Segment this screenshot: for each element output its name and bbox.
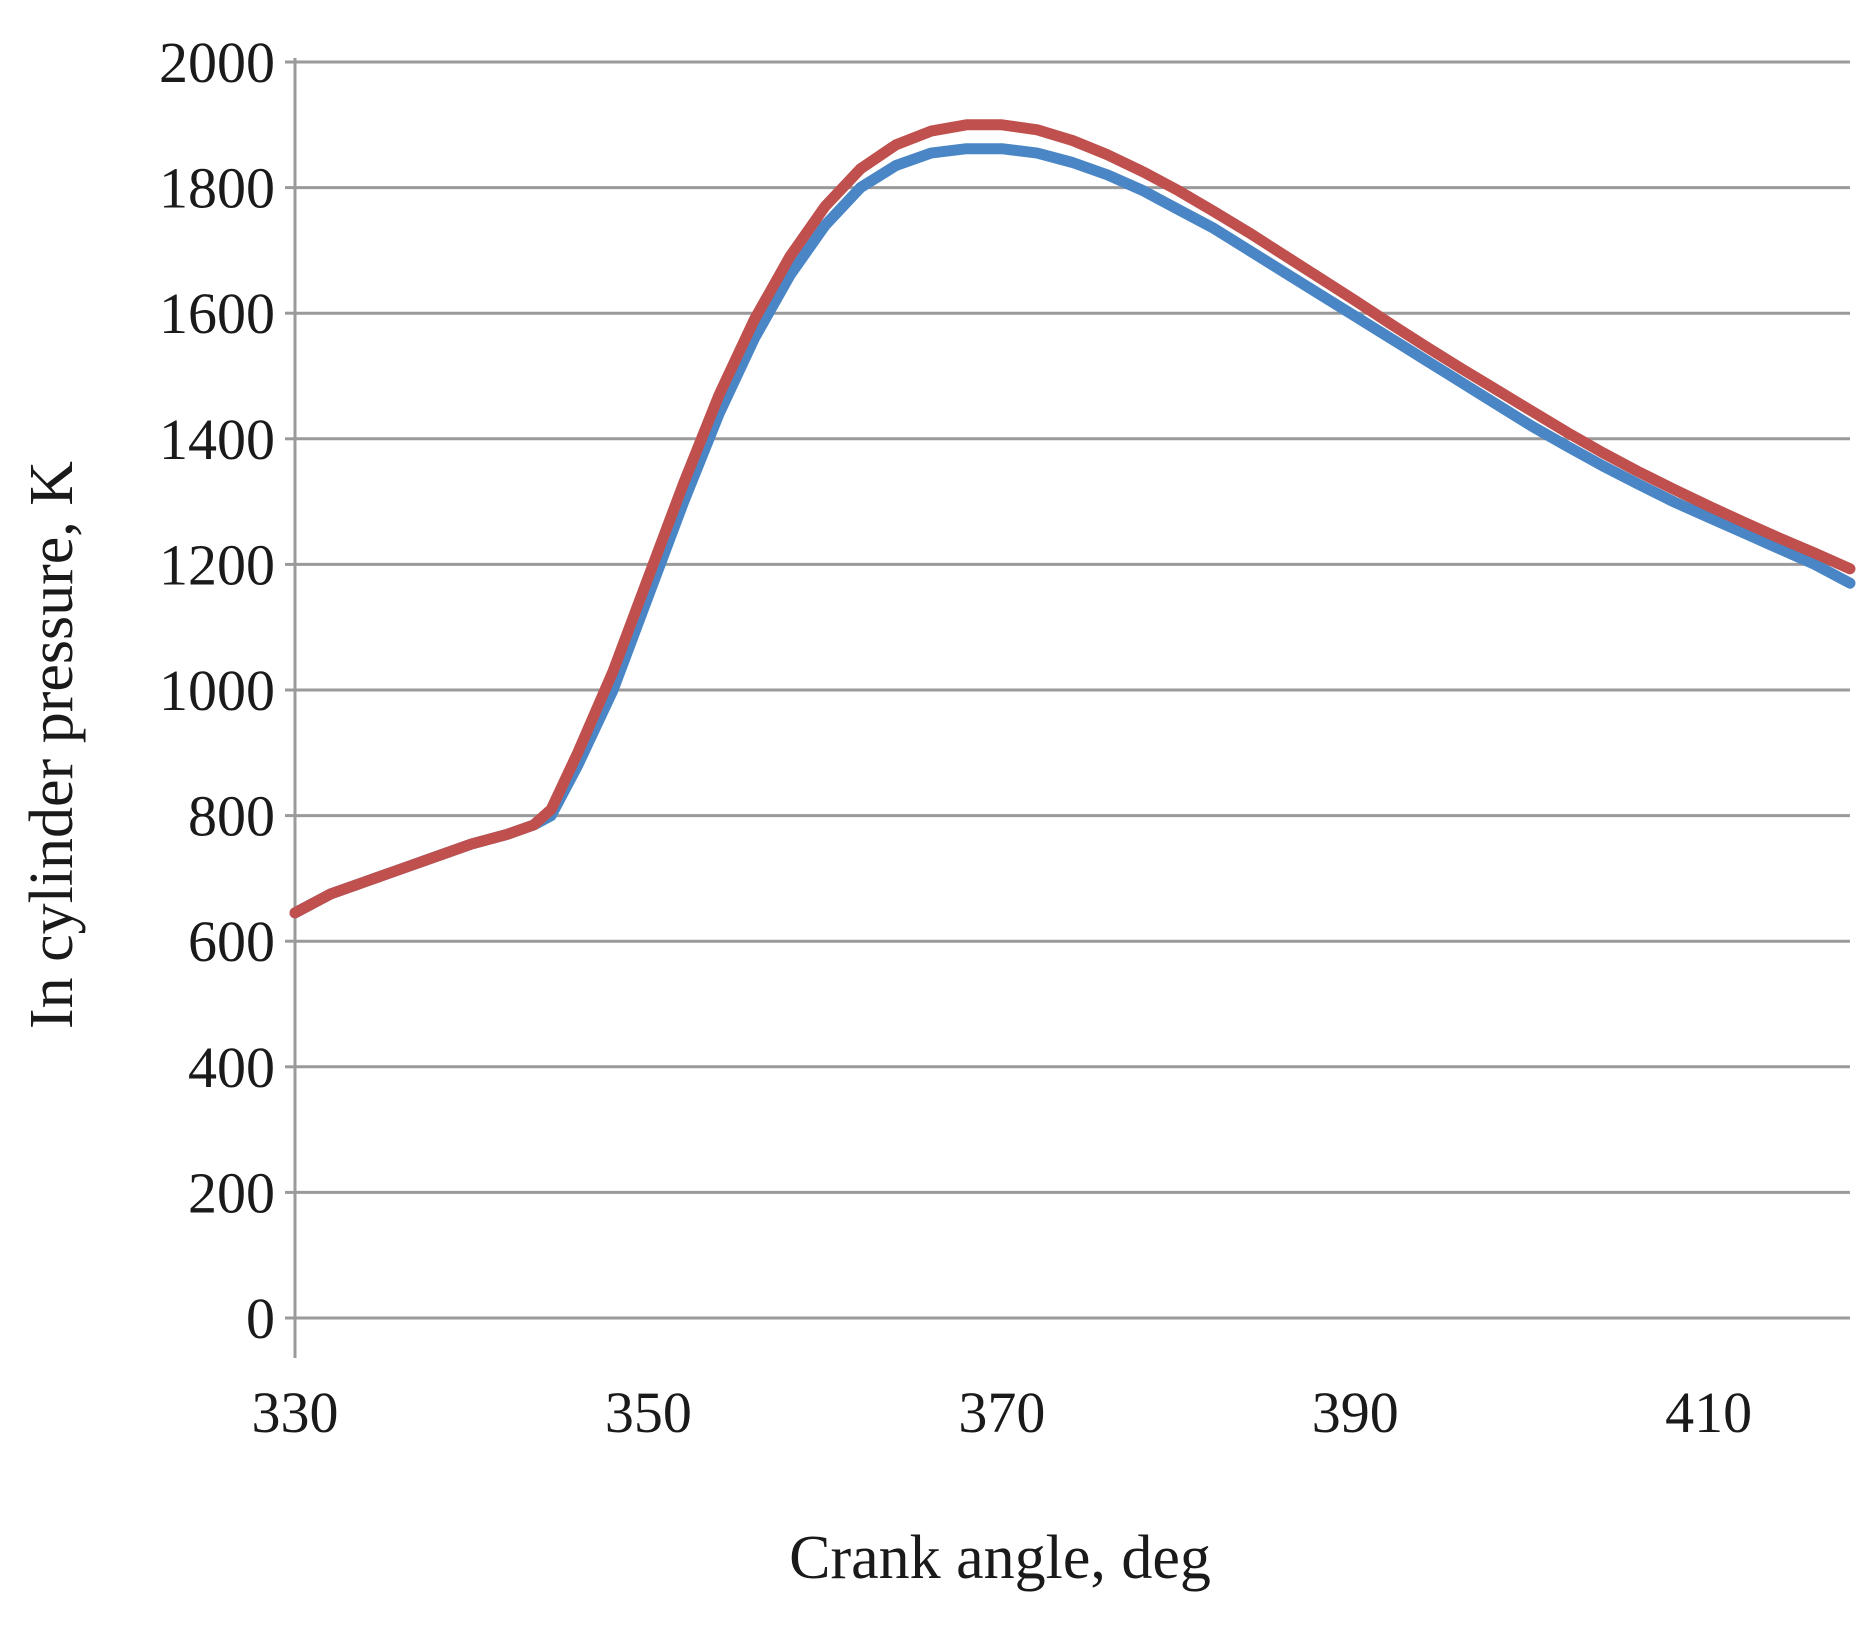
- y-tick-label-1200: 1200: [159, 532, 275, 597]
- series-line-1: [289, 143, 1856, 919]
- y-tick-label-2000: 2000: [159, 30, 275, 95]
- y-tick-label-1400: 1400: [159, 407, 275, 472]
- x-axis-title: Crank angle, deg: [789, 1524, 1211, 1592]
- y-tick-label-200: 200: [188, 1160, 275, 1225]
- y-axis-title: In cylinder pressure, K: [18, 461, 86, 1029]
- series-line-2: [289, 119, 1856, 919]
- grid-lines: [295, 60, 1850, 1194]
- y-tick-label-800: 800: [188, 784, 275, 849]
- y-tick-label-400: 400: [188, 1035, 275, 1100]
- y-tick-label-600: 600: [188, 909, 275, 974]
- x-tick-label-370: 370: [958, 1380, 1045, 1445]
- x-tick-label-390: 390: [1312, 1380, 1399, 1445]
- x-tick-label-330: 330: [252, 1380, 339, 1445]
- tick-labels: 0 200 400 600 800 1000 1200 1400 1600 1800 2000 330…: [159, 30, 1752, 1445]
- y-tick-label-1600: 1600: [159, 281, 275, 346]
- x-tick-label-350: 350: [605, 1380, 692, 1445]
- y-tick-label-1000: 1000: [159, 658, 275, 723]
- axes: [285, 58, 1850, 1358]
- y-tick-label-1800: 1800: [159, 156, 275, 221]
- x-tick-label-410: 410: [1665, 1380, 1752, 1445]
- series-lines: [289, 119, 1856, 919]
- y-tick-label-0: 0: [246, 1286, 275, 1351]
